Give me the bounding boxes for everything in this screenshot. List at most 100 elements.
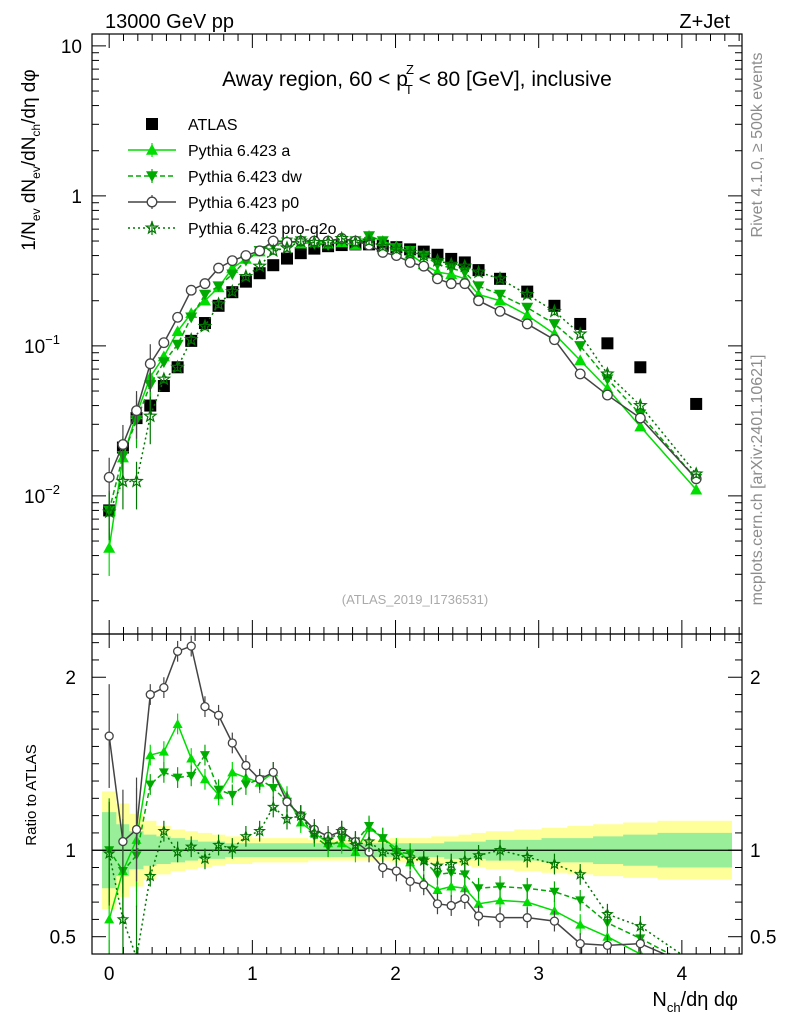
point-atlas: [253, 267, 266, 280]
ratio-x-tick-label: 3: [533, 964, 544, 985]
ratio-point-pythia_pro_q2o: [280, 812, 294, 825]
main-axes: 10 1 10−1 10−2: [24, 34, 742, 634]
point-pythia_p0: [494, 305, 506, 317]
point-pythia_p0: [254, 245, 266, 257]
point-pythia_pro_q2o: [572, 326, 588, 341]
main-y-tick-label: 10: [61, 37, 82, 58]
point-pythia_pro_q2o: [334, 230, 349, 245]
x-axis-label: Nch/dη dφ: [652, 989, 738, 1015]
point-pythia_dw: [574, 341, 587, 352]
ratio-point-pythia_dw: [575, 896, 586, 906]
point-pythia_pro_q2o: [156, 371, 172, 386]
ratio-point-pythia_dw: [186, 771, 197, 781]
point-pythia_p0: [418, 260, 430, 272]
ratio-point-pythia_pro_q2o: [601, 907, 614, 920]
ratio-point-pythia_dw: [172, 773, 183, 783]
ratio-point-pythia_dw: [145, 780, 156, 790]
point-pythia_dw: [494, 289, 507, 301]
ratio-point-pythia_p0: [104, 731, 114, 741]
point-pythia_pro_q2o: [416, 247, 432, 262]
ratio-point-pythia_p0: [200, 701, 210, 712]
ratio-x-tick-label: 1: [247, 964, 258, 985]
legend: ATLAS Pythia 6.423 a Pythia 6.423 dw Pythia…: [128, 117, 337, 238]
ratio-point-pythia_p0: [227, 738, 237, 748]
point-pythia_pro_q2o: [142, 408, 158, 423]
ratio-point-pythia_p0: [378, 862, 388, 873]
ratio-point-pythia_dw: [459, 870, 470, 880]
ratio-point-pythia_p0: [282, 797, 292, 807]
point-pythia_p0: [103, 471, 115, 483]
point-pythia_p0: [548, 334, 560, 346]
ratio-point-pythia_pro_q2o: [458, 853, 472, 866]
ratio-point-pythia_dw: [364, 822, 375, 831]
main-y-tick-label-base: 10: [24, 337, 45, 358]
ratio-y-tick-label: 1: [65, 841, 76, 862]
point-pythia_pro_q2o: [238, 268, 254, 283]
point-pythia_dw: [226, 269, 239, 281]
point-pythia_pro_q2o: [632, 397, 648, 412]
main-y-tick-label: 10−2: [24, 482, 60, 508]
point-pythia_pro_q2o: [348, 234, 363, 249]
point-pythia_pro_q2o: [600, 366, 615, 381]
legend-label-pythia_dw: Pythia 6.423 dw: [188, 169, 302, 186]
ratio-y-tick-label-right: 2: [750, 668, 761, 689]
ratio-x-tick-label: 0: [104, 964, 115, 985]
point-pythia_pro_q2o: [402, 244, 418, 259]
rivet-version-label: Rivet 4.1.0, ≥ 500k events: [749, 53, 766, 238]
ratio-point-pythia_p0: [391, 866, 402, 876]
point-pythia_p0: [445, 278, 457, 290]
legend-label-pythia_pro_q2o: Pythia 6.423 pro-q2o: [188, 221, 337, 238]
ratio-point-pythia_a: [172, 718, 183, 728]
point-pythia_pro_q2o: [197, 318, 213, 333]
legend-label-pythia_a: Pythia 6.423 a: [188, 143, 290, 160]
mcplots-label: mcplots.cern.ch [arXiv:2401.10621]: [749, 355, 766, 606]
point-pythia_pro_q2o: [306, 234, 322, 249]
ratio-point-pythia_pro_q2o: [294, 808, 308, 822]
ratio-point-pythia_p0: [575, 938, 585, 949]
main-y-axis-label: 1/Nev dNev/dNch/dη dφ: [19, 69, 43, 250]
ratio-point-pythia_pro_q2o: [403, 852, 417, 865]
series-line-pythia_dw: [108, 235, 697, 511]
ratio-y-tick-label-right: 1: [750, 841, 761, 862]
point-pythia_p0: [634, 412, 646, 424]
ratio-x-tick-label: 4: [677, 964, 688, 985]
point-pythia_p0: [172, 311, 184, 323]
ratio-point-pythia_a: [446, 881, 457, 891]
ratio-y-axis-label: Ratio to ATLAS: [23, 744, 40, 845]
point-pythia_pro_q2o: [211, 296, 226, 311]
ratio-point-pythia_dw: [473, 884, 484, 894]
point-pythia_p0: [213, 262, 225, 274]
point-pythia_p0: [432, 273, 443, 285]
header-right: Z+Jet: [679, 11, 730, 33]
point-pythia_dw: [521, 302, 534, 314]
ratio-point-pythia_dw: [158, 768, 169, 778]
ratio-point-pythia_dw: [227, 790, 238, 800]
main-y-tick-label-base: 1: [71, 187, 82, 208]
legend-marker-atlas: [146, 118, 158, 130]
point-pythia_p0: [117, 439, 129, 450]
ratio-point-pythia_pro_q2o: [376, 845, 390, 858]
point-atlas: [294, 247, 307, 260]
point-atlas: [281, 252, 293, 265]
ratio-point-pythia_p0: [635, 938, 645, 949]
ratio-point-pythia_pro_q2o: [472, 848, 485, 861]
main-title: Away region, 60 < pZ T < 80 [GeV], inclus…: [222, 62, 612, 97]
point-pythia_a: [574, 354, 587, 366]
ratio-y-tick-label-right: 0.5: [750, 928, 776, 949]
ratio-point-pythia_dw: [691, 964, 701, 973]
point-pythia_dw: [212, 281, 225, 293]
ratio-point-pythia_pro_q2o: [389, 848, 403, 861]
main-y-tick-label-base: 10: [61, 37, 82, 58]
ratio-point-pythia_p0: [145, 689, 155, 700]
point-pythia_a: [103, 541, 116, 553]
ratio-point-pythia_p0: [268, 767, 278, 778]
point-pythia_dw: [472, 281, 485, 293]
main-y-tick-label-base: 10: [24, 487, 45, 508]
ratio-point-pythia_pro_q2o: [198, 852, 212, 865]
main-y-tick-label: 10−1: [24, 332, 60, 358]
point-pythia_pro_q2o: [252, 258, 268, 273]
point-pythia_pro_q2o: [443, 256, 459, 271]
point-pythia_pro_q2o: [457, 258, 473, 273]
ratio-point-pythia_dw: [213, 785, 224, 795]
ratio-point-pythia_pro_q2o: [308, 826, 321, 839]
